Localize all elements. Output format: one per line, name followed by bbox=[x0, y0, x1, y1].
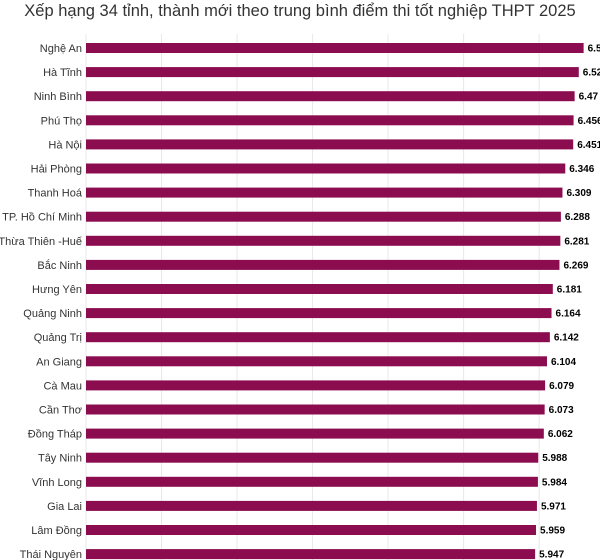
bar bbox=[86, 139, 574, 150]
category-label: Ninh Bình bbox=[34, 91, 82, 103]
category-label: Hải Phòng bbox=[31, 164, 82, 176]
category-label: Nghệ An bbox=[40, 43, 82, 55]
bar bbox=[86, 476, 538, 487]
category-label: Hà Tĩnh bbox=[43, 67, 82, 79]
value-label: 5.959 bbox=[540, 526, 565, 537]
bar bbox=[86, 211, 561, 222]
value-label: 6.525 bbox=[583, 68, 600, 79]
category-label: An Giang bbox=[36, 356, 82, 368]
value-label: 6.589 bbox=[588, 44, 600, 55]
category-label: Thừa Thiên -Huế bbox=[0, 236, 82, 248]
value-label: 6.288 bbox=[565, 212, 590, 223]
value-label: 6.281 bbox=[564, 236, 589, 247]
category-label: Hà Nội bbox=[48, 139, 82, 151]
bar bbox=[86, 67, 579, 78]
value-label: 6.142 bbox=[554, 333, 579, 344]
category-label: Thái Nguyên bbox=[20, 549, 82, 560]
category-label: Thanh Hoá bbox=[28, 188, 83, 200]
bar bbox=[86, 308, 552, 319]
bar bbox=[86, 428, 544, 439]
bar bbox=[86, 284, 553, 294]
bar bbox=[86, 549, 536, 560]
value-label: 6.062 bbox=[548, 429, 573, 440]
value-label: 6.181 bbox=[557, 285, 582, 296]
value-label: 6.073 bbox=[549, 405, 574, 416]
value-label: 6.164 bbox=[556, 309, 581, 320]
value-label: 6.309 bbox=[566, 188, 591, 199]
bar bbox=[86, 332, 550, 343]
labels-layer: Nghệ An 6.589 Hà Tĩnh 6.525 Ninh Bình 6.47 Phú… bbox=[0, 43, 600, 560]
grid-layer bbox=[85, 34, 540, 560]
bars-layer bbox=[86, 43, 584, 560]
bar bbox=[86, 163, 566, 174]
category-label: Gia Lai bbox=[47, 501, 82, 513]
value-label: 6.079 bbox=[549, 381, 574, 392]
value-label: 5.984 bbox=[542, 477, 567, 488]
value-label: 6.104 bbox=[551, 357, 576, 368]
category-label: Phú Thọ bbox=[41, 115, 82, 127]
category-label: Quảng Ninh bbox=[23, 308, 82, 320]
bar bbox=[86, 43, 584, 53]
category-label: Đồng Tháp bbox=[28, 429, 82, 441]
chart-title: Xếp hạng 34 tỉnh, thành mới theo trung b… bbox=[24, 2, 576, 20]
value-label: 5.971 bbox=[541, 501, 566, 512]
value-label: 5.947 bbox=[539, 550, 564, 560]
category-label: Quảng Trị bbox=[34, 332, 82, 344]
value-label: 5.988 bbox=[542, 453, 567, 464]
value-label: 6.456 bbox=[578, 116, 600, 127]
bar bbox=[86, 235, 561, 246]
value-label: 6.346 bbox=[569, 164, 594, 175]
bar bbox=[86, 452, 539, 463]
category-label: Vĩnh Long bbox=[32, 477, 82, 489]
category-label: Cần Thơ bbox=[39, 405, 82, 417]
value-label: 6.47 bbox=[579, 92, 599, 103]
value-label: 6.451 bbox=[577, 140, 600, 151]
bar bbox=[86, 500, 537, 511]
category-label: Tây Ninh bbox=[38, 453, 82, 465]
bar bbox=[86, 380, 546, 391]
bar bbox=[86, 356, 547, 367]
category-label: Hưng Yên bbox=[32, 284, 82, 296]
bar bbox=[86, 525, 537, 535]
bar bbox=[86, 404, 545, 415]
category-label: Cà Mau bbox=[43, 380, 82, 392]
bar bbox=[86, 115, 574, 126]
category-label: TP. Hồ Chí Minh bbox=[2, 212, 82, 224]
category-label: Lâm Đồng bbox=[31, 525, 82, 537]
bar bbox=[86, 91, 575, 102]
value-label: 6.269 bbox=[563, 260, 588, 271]
category-label: Bắc Ninh bbox=[37, 259, 82, 272]
bar bbox=[86, 259, 560, 270]
bar bbox=[86, 187, 563, 198]
